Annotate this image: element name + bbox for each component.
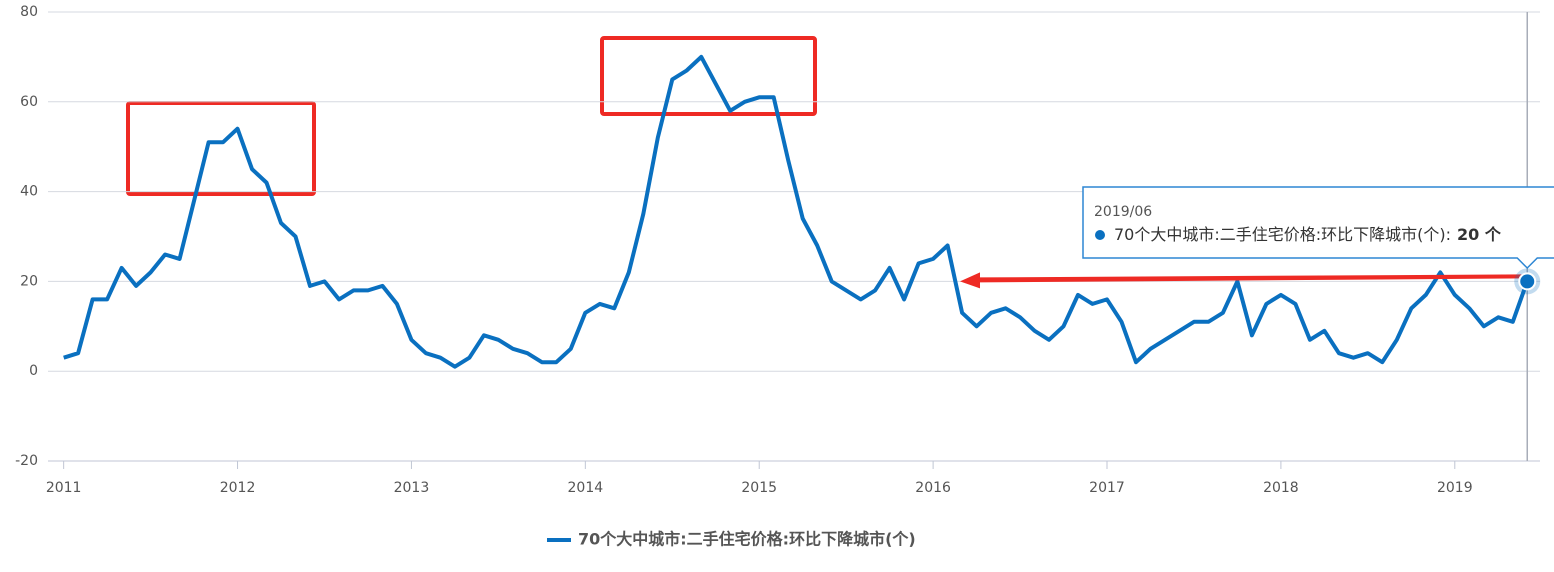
- highlight-box: [126, 101, 316, 196]
- y-tick-label: 0: [29, 363, 38, 379]
- x-tick-label: 2013: [394, 480, 430, 496]
- x-tick-label: 2012: [220, 480, 256, 496]
- annotation-arrow: [960, 272, 1526, 289]
- y-tick-label: 80: [20, 4, 38, 20]
- x-tick-label: 2011: [46, 480, 82, 496]
- y-tick-label: 60: [20, 94, 38, 110]
- tooltip-label: 70个大中城市:二手住宅价格:环比下降城市(个):: [1114, 225, 1451, 244]
- x-tick-label: 2015: [741, 480, 777, 496]
- tooltip-text: 70个大中城市:二手住宅价格:环比下降城市(个): 20 个: [1114, 225, 1502, 244]
- series-line: [63, 54, 1530, 369]
- highlight-point: [1518, 272, 1537, 291]
- x-tick-label: 2019: [1437, 480, 1473, 496]
- tooltip-title: 2019/06: [1094, 204, 1152, 220]
- y-tick-label: -20: [15, 453, 38, 469]
- tooltip-dot: [1095, 230, 1105, 240]
- y-tick-label: 40: [20, 184, 38, 200]
- x-tick-label: 2017: [1089, 480, 1125, 496]
- tooltip-value: 20 个: [1457, 225, 1502, 244]
- y-tick-label: 20: [20, 273, 38, 289]
- x-tick-label: 2018: [1263, 480, 1299, 496]
- tooltip-box: [1082, 186, 1554, 270]
- x-tick-label: 2016: [915, 480, 951, 496]
- legend-label: 70个大中城市:二手住宅价格:环比下降城市(个): [578, 530, 916, 549]
- x-tick-label: 2014: [568, 480, 604, 496]
- highlight-box: [600, 36, 817, 116]
